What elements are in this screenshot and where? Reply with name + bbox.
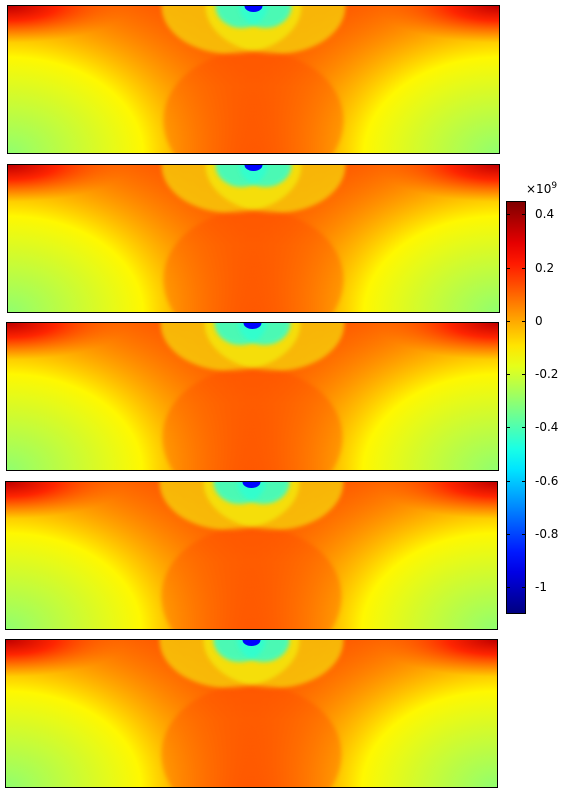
colorbar-multiplier: ×109	[526, 181, 558, 196]
colorbar-tick-label: 0.4	[535, 207, 555, 221]
colorbar-tick-label: 0	[535, 314, 543, 328]
heatmap-panel-5	[5, 639, 498, 788]
heatmap-field	[8, 6, 499, 153]
colorbar-tick-mark	[522, 321, 526, 322]
field-notch-core	[242, 640, 261, 646]
colorbar-tick-mark	[506, 534, 510, 535]
field-notch-core	[242, 482, 261, 488]
colorbar-tick-mark	[522, 374, 526, 375]
heatmap-field	[6, 482, 497, 629]
colorbar-tick-mark	[506, 374, 510, 375]
field-center-band	[163, 50, 344, 153]
field-center-band	[161, 684, 342, 787]
colorbar-tick-mark	[506, 481, 510, 482]
colorbar-tick-mark	[506, 214, 510, 215]
colorbar-tick-label: -0.8	[535, 527, 559, 541]
field-notch-core	[243, 323, 262, 329]
field-center-band	[162, 367, 343, 470]
heatmap-panel-1	[7, 5, 500, 154]
field-notch-core	[244, 6, 263, 12]
heatmap-field	[8, 165, 499, 312]
colorbar-tick-label: -1	[535, 580, 547, 594]
colorbar-tick-label: -0.4	[535, 420, 559, 434]
colorbar-tick-mark	[506, 321, 510, 322]
heatmap-field	[6, 640, 497, 787]
colorbar-tick-mark	[522, 481, 526, 482]
heatmap-field	[7, 323, 498, 470]
colorbar-tick-mark	[506, 268, 510, 269]
colorbar-tick-mark	[522, 427, 526, 428]
heatmap-panel-3	[6, 322, 499, 471]
heatmap-panel-4	[5, 481, 498, 630]
colorbar	[506, 201, 526, 614]
colorbar-tick-label: -0.2	[535, 367, 559, 381]
colorbar-tick-mark	[522, 534, 526, 535]
colorbar-tick-label: -0.6	[535, 474, 559, 488]
colorbar-tick-mark	[506, 427, 510, 428]
field-center-band	[163, 209, 344, 312]
colorbar-tick-mark	[506, 587, 510, 588]
heatmap-panel-2	[7, 164, 500, 313]
colorbar-tick-label: 0.2	[535, 261, 555, 275]
field-center-band	[161, 526, 342, 629]
colorbar-tick-mark	[522, 587, 526, 588]
colorbar-tick-mark	[522, 268, 526, 269]
field-notch-core	[244, 165, 263, 171]
colorbar-tick-mark	[522, 214, 526, 215]
